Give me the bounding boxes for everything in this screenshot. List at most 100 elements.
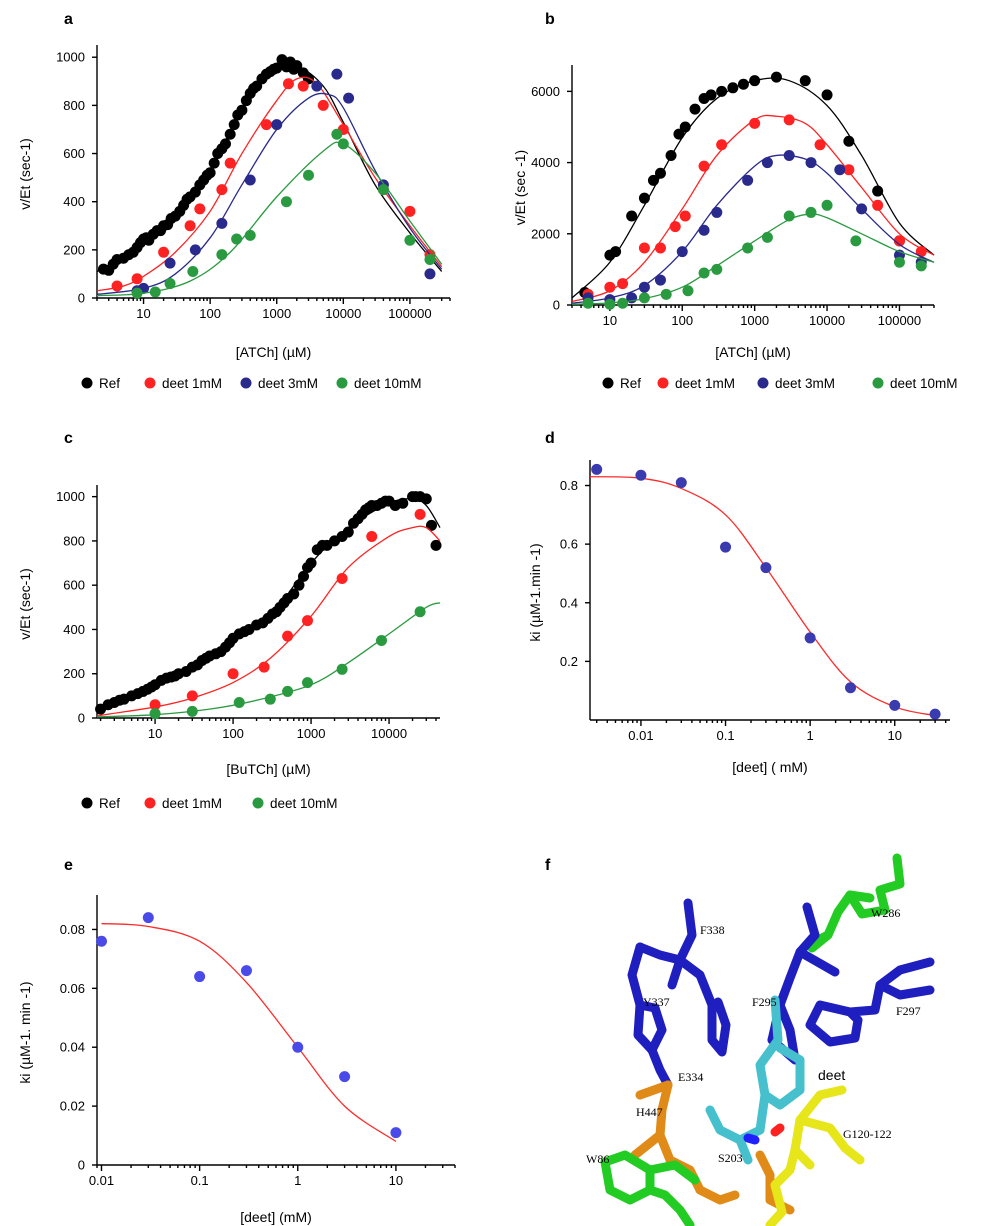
data-point-b-1 <box>654 242 666 254</box>
data-point-b-1 <box>749 117 761 129</box>
data-point-a-0 <box>208 157 220 169</box>
data-point-a-2 <box>271 119 283 131</box>
data-point-a-3 <box>331 128 343 140</box>
data-point-a-2 <box>311 80 323 92</box>
data-point-b-3 <box>783 210 795 222</box>
data-point-a-3 <box>244 229 256 241</box>
data-point-a-1 <box>131 273 143 285</box>
data-point-b-1 <box>915 246 927 258</box>
data-point-c-1 <box>414 508 426 520</box>
legend-label-legend-c-2: deet 10mM <box>270 796 338 811</box>
data-point-a-2 <box>331 68 343 80</box>
chart-panel-b: 10 100 1000 10000 100000 0 2000 4000 6000 [ATCh] … <box>512 65 935 360</box>
data-point-a-3 <box>131 287 143 299</box>
data-point-a-3 <box>280 196 292 208</box>
x-tick-label-b: 10000 <box>809 313 845 328</box>
y-tick-label-a: 200 <box>63 242 85 257</box>
label-y337: Y337 <box>643 995 670 1009</box>
y-tick-label-e: 0.02 <box>60 1099 85 1114</box>
data-point-c-1 <box>227 668 239 680</box>
x-axis-label-a: [ATCh] (µM) <box>236 344 311 360</box>
data-point-a-3 <box>164 278 176 290</box>
panel-letter-e: e <box>64 857 73 874</box>
data-point-b-0 <box>872 185 884 197</box>
chart-panel-e: 0.01 0.1 1 10 0 0.02 0.04 0.06 0.08 [deet] (mM) ki… <box>17 895 456 1225</box>
data-point-b-2 <box>805 157 817 169</box>
data-point-a-3 <box>424 253 436 265</box>
y-tick-label-b: 6000 <box>531 84 560 99</box>
panel-letter-d: d <box>545 430 555 447</box>
data-point-c-1 <box>186 690 198 702</box>
data-point-b-0 <box>770 71 782 83</box>
x-tick-label-a: 100000 <box>388 306 431 321</box>
data-point-b-1 <box>669 221 681 233</box>
panel-letter-a: a <box>64 11 73 28</box>
legend-label-legend-b-2: deet 3mM <box>775 376 835 391</box>
data-point-c-2 <box>414 606 426 618</box>
data-point-b-0 <box>749 75 761 87</box>
data-point-b-0 <box>647 174 659 186</box>
legend-panel-c: Ref deet 1mM deet 10mM <box>81 796 338 811</box>
y-tick-label-a: 600 <box>63 146 85 161</box>
x-axis-label-e: [deet] (mM) <box>240 1209 312 1225</box>
legend-marker-legend-c-1 <box>144 797 156 809</box>
y-tick-label-c: 400 <box>63 622 85 637</box>
chart-panel-d: 0.01 0.1 1 10 0.2 0.4 0.6 0.8 [deet] ( mM) ki (µM… <box>527 460 950 775</box>
label-f297: F297 <box>896 1004 921 1018</box>
y-tick-label-c: 0 <box>78 711 85 726</box>
axes-c: 10 100 1000 10000 0 200 400 600 800 1000 <box>56 485 440 741</box>
data-point-b-3 <box>604 298 616 310</box>
axes-b: 10 100 1000 10000 100000 0 2000 4000 6000 <box>531 65 935 328</box>
axes-a: 10 100 1000 10000 100000 0 200 400 600 800 1000 <box>56 45 451 321</box>
data-point-d-0 <box>760 562 772 574</box>
data-point-c-0 <box>342 526 354 538</box>
y-tick-label-a: 800 <box>63 98 85 113</box>
data-point-c-0 <box>420 493 432 505</box>
data-point-c-1 <box>258 661 270 673</box>
x-tick-label-c: 1000 <box>297 726 326 741</box>
legend-marker-legend-c-2 <box>252 797 264 809</box>
legend-label-legend-a-0: Ref <box>99 376 120 391</box>
label-g120-122: G120-122 <box>843 1127 892 1141</box>
data-point-e-0 <box>339 1071 351 1083</box>
legend-marker-legend-b-2 <box>757 377 769 389</box>
data-point-b-1 <box>872 199 884 211</box>
y-tick-label-c: 1000 <box>56 489 85 504</box>
label-e334: E334 <box>678 1070 703 1084</box>
data-point-b-3 <box>682 285 694 297</box>
x-tick-label-c: 10 <box>148 726 162 741</box>
data-point-b-1 <box>716 139 728 151</box>
legend-panel-b: Ref deet 1mM deet 3mM deet 10mM <box>602 376 958 391</box>
legend-marker-legend-b-3 <box>872 377 884 389</box>
data-point-c-0 <box>293 579 305 591</box>
data-point-d-0 <box>635 469 647 481</box>
data-point-c-2 <box>301 677 313 689</box>
data-point-c-2 <box>149 708 161 720</box>
data-point-c-0 <box>425 519 437 531</box>
data-point-c-1 <box>366 530 378 542</box>
data-point-c-2 <box>336 663 348 675</box>
x-tick-label-a: 100 <box>199 306 221 321</box>
ligand-deet-sticks <box>705 995 805 1165</box>
data-point-d-0 <box>929 708 941 720</box>
data-point-e-0 <box>142 912 154 924</box>
data-point-c-1 <box>301 615 313 627</box>
x-tick-label-c: 100 <box>222 726 244 741</box>
legend-label-legend-c-0: Ref <box>99 796 120 811</box>
data-point-e-0 <box>194 971 206 983</box>
data-point-b-1 <box>617 278 629 290</box>
data-point-c-0 <box>305 557 317 569</box>
legend-panel-a: Ref deet 1mM deet 3mM deet 10mM <box>81 376 422 391</box>
axes-e: 0.01 0.1 1 10 0 0.02 0.04 0.06 0.08 <box>60 895 456 1188</box>
data-point-a-3 <box>337 138 349 150</box>
panel-letter-f: f <box>545 857 551 874</box>
x-tick-label-b: 100 <box>671 313 693 328</box>
x-tick-label-d: 10 <box>888 728 902 743</box>
data-point-b-2 <box>676 246 688 258</box>
legend-label-legend-b-1: deet 1mM <box>675 376 735 391</box>
x-tick-label-e: 1 <box>294 1173 301 1188</box>
legend-marker-legend-b-1 <box>657 377 669 389</box>
data-point-e-0 <box>292 1041 304 1053</box>
residue-w286-sticks <box>807 853 905 953</box>
data-point-e-0 <box>240 965 252 977</box>
